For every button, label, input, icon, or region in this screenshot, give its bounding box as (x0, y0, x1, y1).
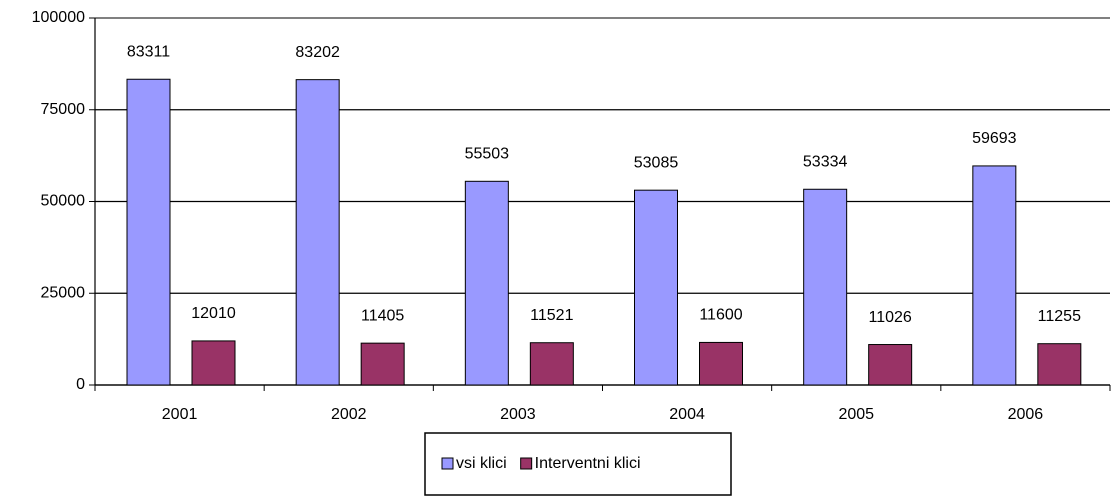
legend-box (424, 432, 732, 496)
legend-swatch (520, 457, 533, 470)
x-tick-label: 2002 (331, 406, 367, 423)
legend-label: Interventni klici (535, 455, 641, 472)
bar (464, 180, 509, 386)
x-tick-label: 2005 (838, 406, 874, 423)
bar (972, 165, 1017, 386)
value-label: 59693 (972, 130, 1017, 147)
bar (191, 340, 236, 386)
bar (1037, 343, 1082, 386)
bar (699, 341, 743, 386)
value-label: 83311 (127, 43, 170, 60)
bar (126, 78, 171, 386)
y-tick-label: 100000 (32, 9, 85, 26)
x-tick-label: 2003 (500, 406, 536, 423)
value-label: 55503 (465, 146, 510, 163)
bar (360, 342, 405, 386)
bar (529, 342, 574, 386)
value-label: 11600 (699, 307, 742, 324)
value-label: 11255 (1038, 308, 1081, 325)
value-label: 53334 (803, 153, 848, 170)
legend-label: vsi klici (456, 455, 507, 472)
bar (634, 189, 678, 386)
y-tick-label: 0 (76, 376, 85, 393)
value-label: 11026 (869, 309, 912, 326)
x-tick-label: 2004 (669, 406, 705, 423)
bar (803, 188, 848, 386)
y-tick-label: 75000 (41, 101, 86, 118)
legend-swatch (441, 457, 454, 470)
value-label: 11405 (361, 307, 404, 324)
value-label: 11521 (530, 307, 573, 324)
value-label: 83202 (295, 44, 340, 61)
bar (868, 344, 913, 386)
bar (295, 79, 340, 386)
y-tick-label: 50000 (41, 193, 86, 210)
x-tick-label: 2006 (1008, 406, 1044, 423)
value-label: 53085 (634, 154, 679, 171)
x-tick-label: 2001 (162, 406, 198, 423)
y-tick-label: 25000 (41, 284, 86, 301)
value-label: 12010 (191, 305, 236, 322)
